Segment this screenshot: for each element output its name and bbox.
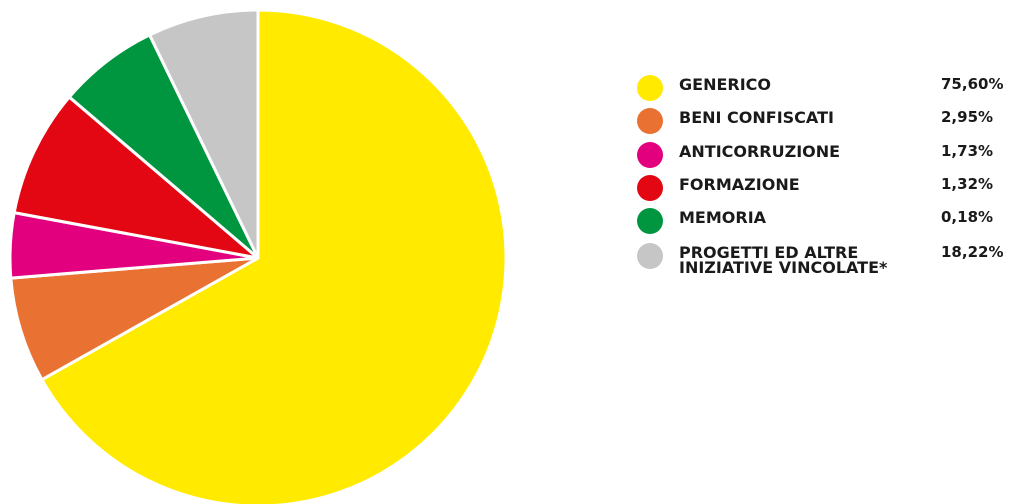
legend-value: 1,32% <box>941 175 994 193</box>
pie-slice-beni-confiscati <box>9 256 260 382</box>
legend-label: MEMORIA <box>679 208 767 227</box>
legend-label: ANTICORRUZIONE <box>679 142 841 161</box>
legend-item-formazione: FORMAZIONE 1,32% <box>637 175 1010 205</box>
pie-slice-progetti-ed-altre-iniziative-vincolate <box>148 8 260 260</box>
pie-slice-formazione <box>12 95 260 260</box>
legend-value: 75,60% <box>941 75 1004 93</box>
legend-value: 0,18% <box>941 208 994 226</box>
legend-value: 2,95% <box>941 108 994 126</box>
legend-swatch <box>637 243 663 269</box>
legend-item-progetti: PROGETTI ED ALTRE INIZIATIVE VINCOLATE* … <box>637 243 1010 287</box>
pie-slice-generico <box>40 8 508 504</box>
legend-value: 18,22% <box>941 243 1004 261</box>
legend-label: FORMAZIONE <box>679 175 800 194</box>
legend-label: PROGETTI ED ALTRE INIZIATIVE VINCOLATE* <box>679 243 888 277</box>
legend-item-anticorruzione: ANTICORRUZIONE 1,73% <box>637 142 1010 172</box>
legend-item-generico: GENERICO 75,60% <box>637 75 1010 105</box>
legend-label: BENI CONFISCATI <box>679 108 834 127</box>
legend-swatch <box>637 208 663 234</box>
legend-swatch <box>637 108 663 134</box>
legend-swatch <box>637 175 663 201</box>
legend-value: 1,73% <box>941 142 994 160</box>
legend-item-memoria: MEMORIA 0,18% <box>637 208 1010 238</box>
legend-swatch <box>637 75 663 101</box>
legend-item-beni-confiscati: BENI CONFISCATI 2,95% <box>637 108 1010 138</box>
legend-label: GENERICO <box>679 75 771 94</box>
legend-swatch <box>637 142 663 168</box>
